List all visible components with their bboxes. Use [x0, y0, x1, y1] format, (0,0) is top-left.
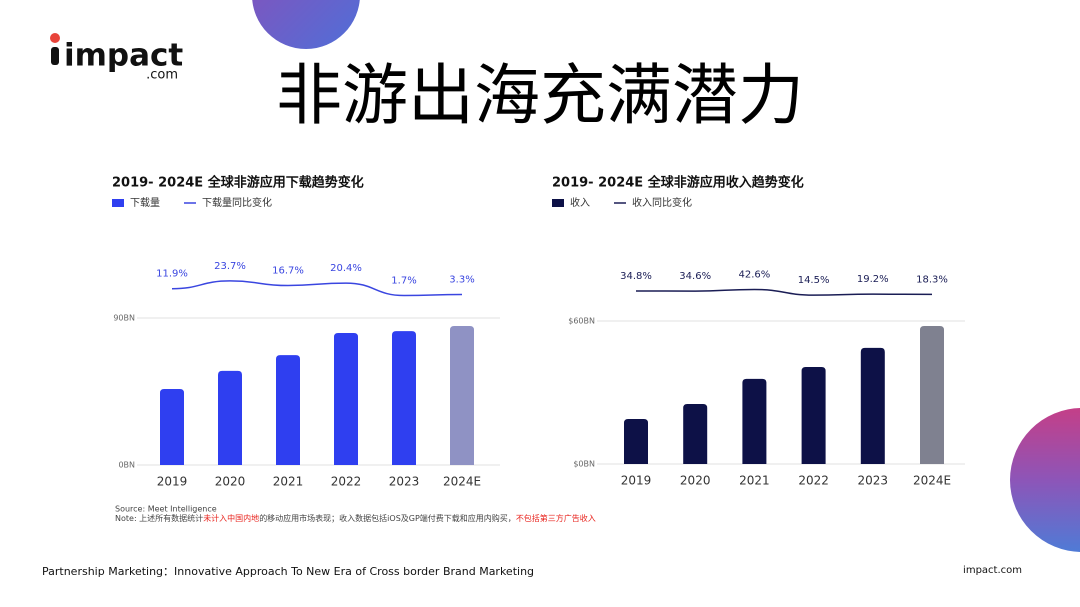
line — [635, 288, 933, 296]
footer-right: impact.com — [963, 565, 1022, 576]
x-tick-label: 2020 — [215, 475, 246, 489]
x-tick-label: 2024E — [913, 474, 951, 488]
data-label: 23.7% — [214, 261, 246, 272]
x-tick-label: 2019 — [157, 475, 188, 489]
x-tick-label: 2020 — [680, 474, 711, 488]
x-tick-label: 2019 — [621, 474, 652, 488]
chart-title: 2019- 2024E 全球非游应用收入趋势变化 — [552, 175, 804, 191]
bar — [860, 347, 885, 464]
bar — [334, 333, 358, 465]
bar — [801, 366, 826, 464]
data-label: 42.6% — [739, 269, 771, 280]
x-tick-label: 2022 — [798, 474, 829, 488]
legend-label: 下载量同比变化 — [202, 196, 272, 209]
bar — [218, 370, 242, 465]
bar — [276, 355, 300, 465]
note: Note: 上述所有数据统计未计入中国内地的移动应用市场表现；收入数据包括iOS… — [115, 513, 596, 523]
data-label: 16.7% — [272, 266, 304, 277]
x-tick-label: 2023 — [389, 475, 420, 489]
data-label: 11.9% — [156, 269, 188, 280]
y-tick-label: 0BN — [118, 461, 135, 470]
data-label: 20.4% — [330, 263, 362, 274]
note-segment: 未计入中国内地 — [203, 513, 259, 523]
data-label: 14.5% — [798, 275, 830, 286]
legend-swatch — [552, 199, 564, 207]
bar — [392, 331, 416, 465]
legend-label: 收入 — [570, 196, 590, 209]
x-tick-label: 2021 — [739, 474, 770, 488]
chart-title: 2019- 2024E 全球非游应用下载趋势变化 — [112, 175, 364, 191]
bar — [920, 326, 944, 464]
legend-label: 下载量 — [130, 197, 160, 209]
x-tick-label: 2024E — [443, 475, 481, 489]
note-segment: Note: 上述所有数据统计 — [115, 513, 203, 523]
bar — [624, 418, 648, 464]
data-label: 34.8% — [620, 271, 652, 282]
note-segment: 不包括第三方广告收入 — [516, 513, 596, 523]
x-tick-label: 2021 — [273, 475, 304, 489]
decor-circle — [1010, 408, 1080, 552]
legend-swatch — [112, 199, 124, 207]
data-label: 19.2% — [857, 274, 889, 285]
data-label: 34.6% — [679, 271, 711, 282]
note-segment: 的移动应用市场表现；收入数据包括iOS及GP端付费下载和应用内购买， — [259, 513, 516, 523]
line — [171, 280, 463, 297]
legend-label: 收入同比变化 — [632, 196, 692, 209]
data-label: 3.3% — [449, 274, 474, 285]
y-tick-label: $60BN — [568, 317, 595, 326]
logo-dot — [50, 33, 60, 43]
bar — [160, 389, 184, 465]
x-tick-label: 2022 — [331, 475, 362, 489]
logo-suffix: .com — [146, 68, 178, 83]
footer-left: Partnership Marketing：Innovative Approac… — [42, 565, 534, 578]
data-label: 18.3% — [916, 274, 948, 285]
source: Source: Meet Intelligence — [115, 505, 217, 514]
logo-bar — [51, 47, 59, 65]
x-tick-label: 2023 — [858, 474, 889, 488]
bar — [450, 326, 474, 465]
bar — [742, 378, 767, 464]
data-label: 1.7% — [391, 276, 416, 287]
bar — [683, 403, 708, 464]
logo-text: impact — [64, 38, 183, 74]
decor-circle — [252, 0, 360, 49]
y-tick-label: 90BN — [113, 314, 135, 323]
slide-title: 非游出海充满潜力 — [276, 57, 804, 134]
y-tick-label: $0BN — [573, 460, 595, 469]
